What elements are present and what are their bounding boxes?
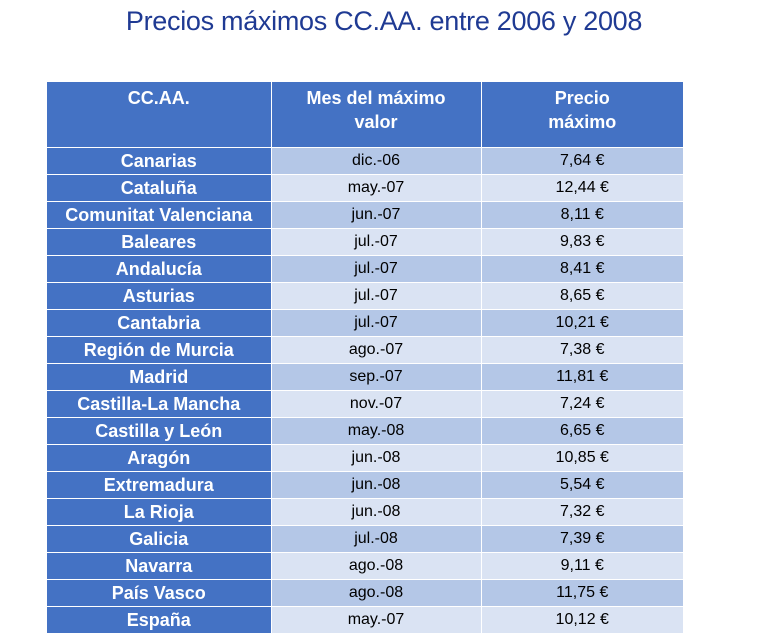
cell-mes: sep.-07 — [271, 363, 482, 391]
cell-region: Canarias — [47, 147, 272, 175]
cell-mes: dic.-06 — [271, 147, 482, 175]
table-row: Castilla-La Mancha nov.-07 7,24 € — [47, 390, 683, 418]
header-ccaa: CC.AA. — [47, 82, 272, 148]
table-header-row: CC.AA. Mes del máximo valor Precio máxim… — [47, 82, 683, 148]
cell-precio: 8,65 € — [481, 282, 683, 310]
cell-region: Asturias — [47, 282, 272, 310]
table-row: País Vasco ago.-08 11,75 € — [47, 579, 683, 607]
cell-precio: 5,54 € — [481, 471, 683, 499]
cell-region: País Vasco — [47, 579, 272, 607]
cell-region: Baleares — [47, 228, 272, 256]
cell-mes: jun.-07 — [271, 201, 482, 229]
cell-precio: 6,65 € — [481, 417, 683, 445]
cell-region: Región de Murcia — [47, 336, 272, 364]
table-row: Galicia jul.-08 7,39 € — [47, 525, 683, 553]
table-row: Cataluña may.-07 12,44 € — [47, 174, 683, 202]
cell-precio: 11,81 € — [481, 363, 683, 391]
table-body: Canarias dic.-06 7,64 € Cataluña may.-07 12,4… — [47, 147, 683, 633]
cell-region: Castilla y León — [47, 417, 272, 445]
table-row: Comunitat Valenciana jun.-07 8,11 € — [47, 201, 683, 229]
cell-region: España — [47, 606, 272, 633]
cell-precio: 9,11 € — [481, 552, 683, 580]
cell-region: Extremadura — [47, 471, 272, 499]
cell-mes: ago.-08 — [271, 579, 482, 607]
cell-precio: 9,83 € — [481, 228, 683, 256]
table-row: Madrid sep.-07 11,81 € — [47, 363, 683, 391]
cell-mes: jul.-08 — [271, 525, 482, 553]
cell-region: Aragón — [47, 444, 272, 472]
table-row: La Rioja jun.-08 7,32 € — [47, 498, 683, 526]
cell-precio: 7,39 € — [481, 525, 683, 553]
cell-mes: nov.-07 — [271, 390, 482, 418]
cell-region: Cantabria — [47, 309, 272, 337]
cell-mes: jul.-07 — [271, 309, 482, 337]
table-row: Extremadura jun.-08 5,54 € — [47, 471, 683, 499]
cell-region: Madrid — [47, 363, 272, 391]
cell-precio: 7,24 € — [481, 390, 683, 418]
cell-precio: 8,41 € — [481, 255, 683, 283]
cell-mes: jul.-07 — [271, 282, 482, 310]
cell-precio: 10,12 € — [481, 606, 683, 633]
cell-region: Comunitat Valenciana — [47, 201, 272, 229]
table-row: Región de Murcia ago.-07 7,38 € — [47, 336, 683, 364]
cell-precio: 7,32 € — [481, 498, 683, 526]
cell-mes: jun.-08 — [271, 471, 482, 499]
table-row: Asturias jul.-07 8,65 € — [47, 282, 683, 310]
table-row: Baleares jul.-07 9,83 € — [47, 228, 683, 256]
page-title: Precios máximos CC.AA. entre 2006 y 2008 — [125, 6, 643, 36]
table-row: Andalucía jul.-07 8,41 € — [47, 255, 683, 283]
cell-mes: may.-08 — [271, 417, 482, 445]
table-row: Aragón jun.-08 10,85 € — [47, 444, 683, 472]
cell-mes: jul.-07 — [271, 255, 482, 283]
cell-precio: 8,11 € — [481, 201, 683, 229]
price-table: CC.AA. Mes del máximo valor Precio máxim… — [47, 82, 683, 633]
cell-mes: may.-07 — [271, 606, 482, 633]
cell-region: Andalucía — [47, 255, 272, 283]
cell-mes: may.-07 — [271, 174, 482, 202]
table-row: Castilla y León may.-08 6,65 € — [47, 417, 683, 445]
cell-mes: jun.-08 — [271, 444, 482, 472]
cell-region: Navarra — [47, 552, 272, 580]
cell-region: La Rioja — [47, 498, 272, 526]
header-precio-maximo: Precio máximo — [481, 82, 683, 148]
header-mes-maximo: Mes del máximo valor — [271, 82, 482, 148]
cell-precio: 10,85 € — [481, 444, 683, 472]
cell-mes: ago.-08 — [271, 552, 482, 580]
table-row: Navarra ago.-08 9,11 € — [47, 552, 683, 580]
cell-precio: 7,64 € — [481, 147, 683, 175]
cell-precio: 7,38 € — [481, 336, 683, 364]
table-row: Canarias dic.-06 7,64 € — [47, 147, 683, 175]
table-row: Cantabria jul.-07 10,21 € — [47, 309, 683, 337]
cell-region: Cataluña — [47, 174, 272, 202]
cell-mes: jul.-07 — [271, 228, 482, 256]
cell-precio: 11,75 € — [481, 579, 683, 607]
cell-region: Galicia — [47, 525, 272, 553]
cell-precio: 12,44 € — [481, 174, 683, 202]
cell-precio: 10,21 € — [481, 309, 683, 337]
cell-region: Castilla-La Mancha — [47, 390, 272, 418]
table-row: España may.-07 10,12 € — [47, 606, 683, 633]
cell-mes: ago.-07 — [271, 336, 482, 364]
cell-mes: jun.-08 — [271, 498, 482, 526]
